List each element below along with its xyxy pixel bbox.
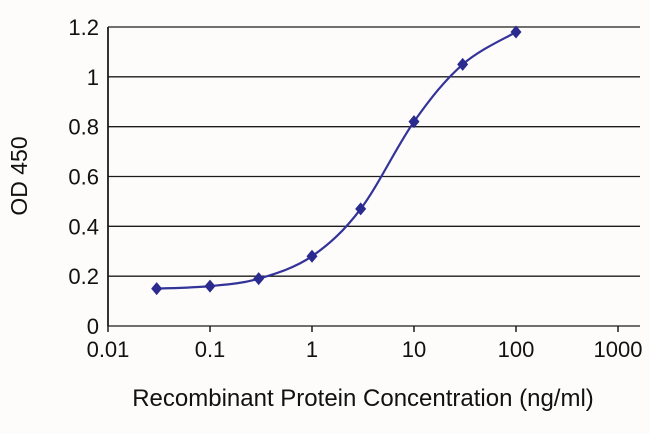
x-tick-label: 1 — [306, 337, 318, 362]
data-point-marker — [408, 115, 420, 129]
data-point-marker — [151, 282, 163, 296]
y-tick-label: 0 — [87, 314, 99, 339]
data-point-marker — [510, 25, 522, 39]
x-axis-title: Recombinant Protein Concentration (ng/ml… — [132, 385, 594, 412]
data-point-marker — [457, 57, 469, 71]
data-point-marker — [355, 202, 367, 216]
data-point-marker — [204, 279, 216, 293]
data-point-marker — [306, 249, 318, 263]
y-tick-label: 0.2 — [68, 264, 99, 289]
x-tick-label: 10 — [402, 337, 426, 362]
y-tick-label: 0.8 — [68, 115, 99, 140]
series-line — [156, 31, 517, 290]
data-point-marker — [253, 272, 265, 286]
y-tick-label: 0.4 — [68, 214, 99, 239]
x-tick-label: 0.01 — [87, 337, 130, 362]
x-tick-label: 0.1 — [195, 337, 226, 362]
y-axis-title: OD 450 — [6, 136, 32, 215]
y-tick-label: 0.6 — [68, 165, 99, 190]
x-tick-label: 1000 — [594, 337, 643, 362]
y-tick-label: 1.2 — [68, 15, 99, 40]
y-tick-label: 1 — [87, 65, 99, 90]
x-tick-label: 100 — [498, 337, 535, 362]
